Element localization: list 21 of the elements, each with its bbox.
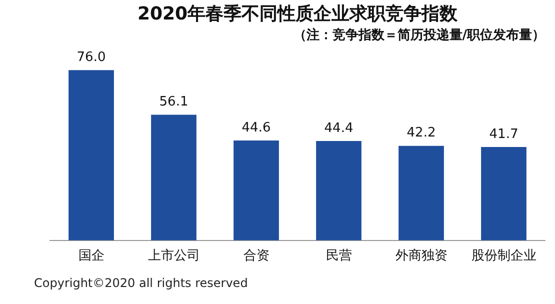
data-label: 44.6 xyxy=(242,120,271,136)
bar xyxy=(316,140,362,240)
bar xyxy=(481,146,526,240)
x-tick-label: 股份制企业 xyxy=(471,248,536,264)
chart-title: 2020年春季不同性质企业求职竞争指数 xyxy=(137,3,459,24)
data-label: 42.2 xyxy=(406,126,436,141)
data-label: 76.0 xyxy=(76,50,106,66)
x-tick-label: 合资 xyxy=(243,248,270,264)
bar xyxy=(68,70,114,240)
data-label: 56.1 xyxy=(159,94,188,110)
bar xyxy=(151,114,196,240)
bar xyxy=(234,140,279,240)
x-tick-label: 上市公司 xyxy=(148,248,200,264)
x-tick-label: 外商独资 xyxy=(395,248,448,264)
text: Copyright©2020 all rights reserved xyxy=(34,276,248,290)
x-tick-label: 国企 xyxy=(78,248,104,264)
chart-subtitle: （注：竞争指数＝简历投递量/职位发布量） xyxy=(293,26,545,43)
data-label: 41.7 xyxy=(489,126,518,142)
x-tick-label: 民营 xyxy=(326,248,352,264)
bar xyxy=(398,146,444,240)
data-label: 44.4 xyxy=(324,120,354,136)
